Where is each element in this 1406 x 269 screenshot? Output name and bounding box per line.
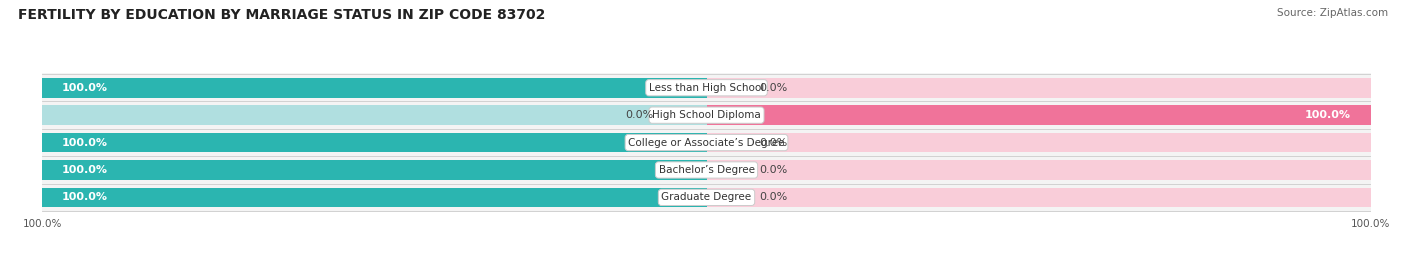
Text: 0.0%: 0.0% (759, 137, 787, 148)
Bar (42, 101, 1371, 129)
Text: 100.0%: 100.0% (62, 83, 108, 93)
Bar (42, 160, 706, 180)
Text: 0.0%: 0.0% (626, 110, 654, 120)
Bar (42, 78, 706, 98)
Text: 0.0%: 0.0% (759, 192, 787, 202)
Bar (706, 105, 1371, 125)
Text: 100.0%: 100.0% (62, 192, 108, 202)
Text: 100.0%: 100.0% (62, 165, 108, 175)
Bar (706, 78, 1371, 98)
Text: College or Associate’s Degree: College or Associate’s Degree (628, 137, 785, 148)
Bar (42, 105, 706, 125)
Bar (706, 187, 1371, 207)
Bar (42, 187, 706, 207)
Text: High School Diploma: High School Diploma (652, 110, 761, 120)
Bar (42, 73, 1371, 102)
Bar (42, 183, 1371, 212)
Bar (706, 160, 1371, 180)
Bar (42, 133, 706, 153)
Text: Source: ZipAtlas.com: Source: ZipAtlas.com (1277, 8, 1388, 18)
Bar (706, 133, 1371, 153)
Bar (42, 133, 706, 153)
Text: FERTILITY BY EDUCATION BY MARRIAGE STATUS IN ZIP CODE 83702: FERTILITY BY EDUCATION BY MARRIAGE STATU… (18, 8, 546, 22)
Text: 100.0%: 100.0% (62, 137, 108, 148)
Text: 100.0%: 100.0% (1305, 110, 1351, 120)
Legend: Married, Unmarried: Married, Unmarried (628, 266, 785, 269)
Text: Graduate Degree: Graduate Degree (661, 192, 752, 202)
Text: 0.0%: 0.0% (759, 165, 787, 175)
Bar (42, 160, 706, 180)
Bar (706, 105, 1371, 125)
Text: 0.0%: 0.0% (759, 83, 787, 93)
Text: Bachelor’s Degree: Bachelor’s Degree (658, 165, 755, 175)
Bar (42, 78, 706, 98)
Bar (42, 187, 706, 207)
Bar (42, 128, 1371, 157)
Text: Less than High School: Less than High School (650, 83, 763, 93)
Bar (42, 156, 1371, 184)
